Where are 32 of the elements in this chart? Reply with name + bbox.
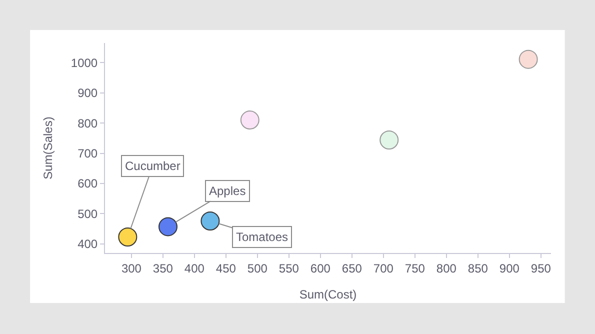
x-tick-label: 700 [373,261,394,276]
x-tick-label: 400 [184,261,205,276]
point [200,211,220,230]
annotation: Cucumber [125,159,180,173]
x-tick-label: 550 [278,261,300,276]
point [158,217,178,236]
point [518,50,538,69]
y-tick-label: 700 [78,146,98,160]
y-tick-label: 500 [78,206,98,221]
y-axis-title: Sum(Sales) [41,116,56,180]
y-tick-label: 900 [78,86,98,100]
x-tick-label: 450 [216,261,236,276]
x-tick-label: 300 [121,261,142,276]
point [240,110,260,130]
point [118,227,138,246]
y-tick-label: 1000 [70,56,98,70]
x-tick-label: 600 [310,261,331,276]
annotation: Tomatoes [236,230,288,244]
annotation: Apples [209,184,246,198]
y-tick-label: 800 [78,116,98,130]
point [380,130,399,150]
x-tick-label: 900 [499,261,520,276]
x-tick-label: 750 [404,261,426,276]
x-tick-label: 950 [530,261,552,276]
x-tick-label: 850 [468,261,488,276]
x-tick-label: 350 [152,261,174,276]
x-tick-label: 650 [342,261,362,276]
y-tick-label: 600 [78,176,98,191]
x-tick-label: 500 [247,261,268,276]
y-tick-label: 400 [78,237,98,252]
x-tick-label: 800 [436,261,457,276]
x-axis-title: Sum(Cost) [299,287,357,302]
